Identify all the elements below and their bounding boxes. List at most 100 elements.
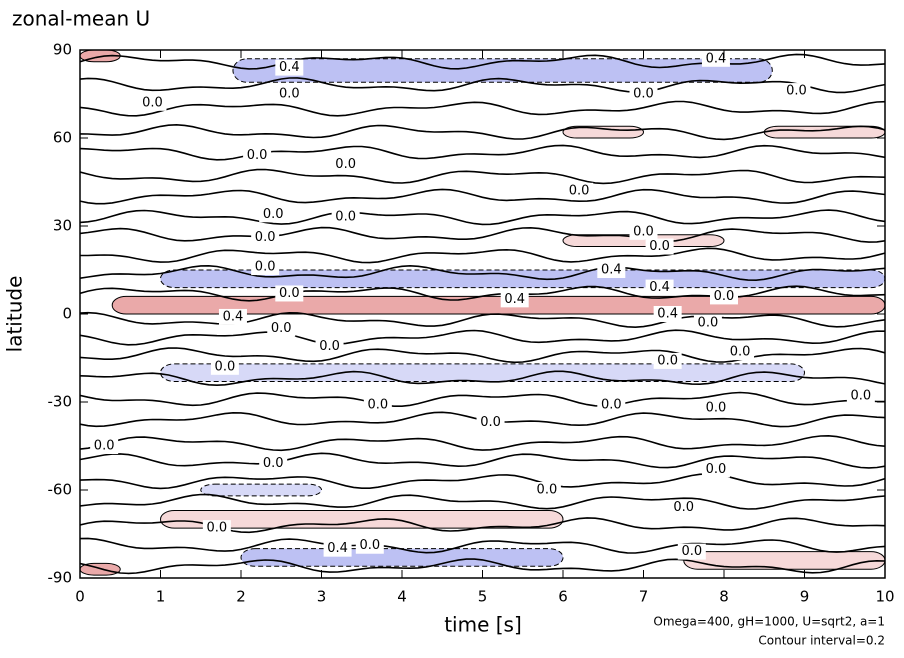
label-bg [565,182,594,199]
y-tick-label: -60 [48,481,73,499]
contour-label: 0.4 [601,263,622,278]
contour-label: 0.0 [263,456,284,471]
contour-label: 0.4 [706,51,727,66]
zero-contour [80,434,885,452]
contour-label: 0.4 [657,307,678,322]
label-bg [710,288,738,305]
contour-label: 0.0 [255,230,276,245]
label-bg [331,156,360,173]
zero-contour [80,168,885,185]
y-tick-label: 90 [53,41,72,59]
contour-label: 0.0 [851,389,872,404]
label-bg [846,388,875,405]
y-tick-label: 30 [53,217,72,235]
label-bg [259,206,288,223]
contour-label: 0.0 [673,500,694,515]
label-bg [653,306,682,322]
label-bg [259,455,288,472]
annotation: Contour interval=0.2 [758,634,885,648]
contour-label: 0.0 [537,483,558,498]
label-bg [532,482,561,498]
label-bg [275,59,304,76]
label-bg [701,50,730,67]
contour-label: 0.0 [601,397,622,412]
x-tick-label: 7 [639,588,649,606]
contour-label: 0.0 [142,95,163,110]
zero-contour [80,537,885,554]
zero-contour [80,188,885,205]
contour-patch [160,510,564,529]
label-bg [267,320,296,337]
contour-label: 0.0 [649,239,670,254]
label-bg [701,461,730,478]
zero-contour [80,226,885,243]
zero-contour [80,391,885,407]
x-tick-label: 1 [156,588,166,606]
contour-label: 0.4 [279,60,300,75]
contour-label: 0.0 [633,224,654,239]
contour-patch [160,269,885,289]
label-bg [597,262,626,278]
contour-label: 0.4 [504,292,525,307]
label-bg [202,520,231,537]
annotation: Omega=400, gH=1000, U=sqrt2, a=1 [653,615,885,629]
label-bg [331,209,360,226]
label-bg [726,344,755,361]
label-bg [90,438,119,454]
zero-contour [80,77,885,94]
label-bg [251,259,280,276]
label-bg [782,83,811,100]
chart-title: zonal-mean U [12,7,150,31]
contour-label: 0.0 [569,183,590,198]
contour-label: 0.0 [786,84,807,99]
label-bg [476,414,505,431]
label-bg [275,285,304,302]
contour-label: 0.4 [327,541,348,556]
label-bg [645,238,674,255]
contour-label: 0.0 [706,462,727,477]
zero-contour [80,123,885,141]
zero-contour [80,144,885,161]
contour-label: 0.0 [335,210,356,225]
contour-label: 0.0 [94,439,115,454]
x-tick-label: 2 [236,588,246,606]
label-bg [669,499,698,516]
zero-contour [80,247,885,264]
label-bg [701,399,730,416]
x-tick-label: 0 [75,588,85,606]
x-tick-label: 6 [558,588,568,606]
label-bg [355,537,384,554]
contour-label: 0.0 [255,260,276,275]
contour-label: 0.0 [279,87,300,102]
contour-label: 0.0 [698,315,719,330]
x-tick-label: 8 [719,588,729,606]
x-tick-label: 5 [478,588,488,606]
contour-label: 0.4 [649,280,670,295]
contour-label: 0.0 [681,544,702,559]
contour-label: 0.0 [319,339,340,354]
zero-contour [80,452,885,469]
label-bg [251,229,280,246]
contour-label: 0.0 [335,157,356,172]
label-bg [629,86,658,102]
zero-contour [80,285,885,302]
contour-label: 0.0 [207,521,228,536]
zero-contour [80,370,885,387]
label-bg [677,543,706,560]
contour-label: 0.0 [215,359,236,374]
y-axis-label: latitude [3,276,27,353]
y-tick-label: 60 [53,129,72,147]
x-tick-label: 4 [397,588,407,606]
label-bg [218,308,247,325]
contour-patch [200,483,322,497]
contour-label: 0.0 [368,397,389,412]
contour-label: 0.0 [657,353,678,368]
label-bg [363,396,392,413]
x-tick-label: 9 [800,588,810,606]
zero-contour [80,493,885,510]
label-bg [243,147,272,164]
label-bg [315,338,344,355]
contour-label: 0.4 [223,309,244,324]
label-bg [693,314,722,331]
label-bg [138,94,167,111]
